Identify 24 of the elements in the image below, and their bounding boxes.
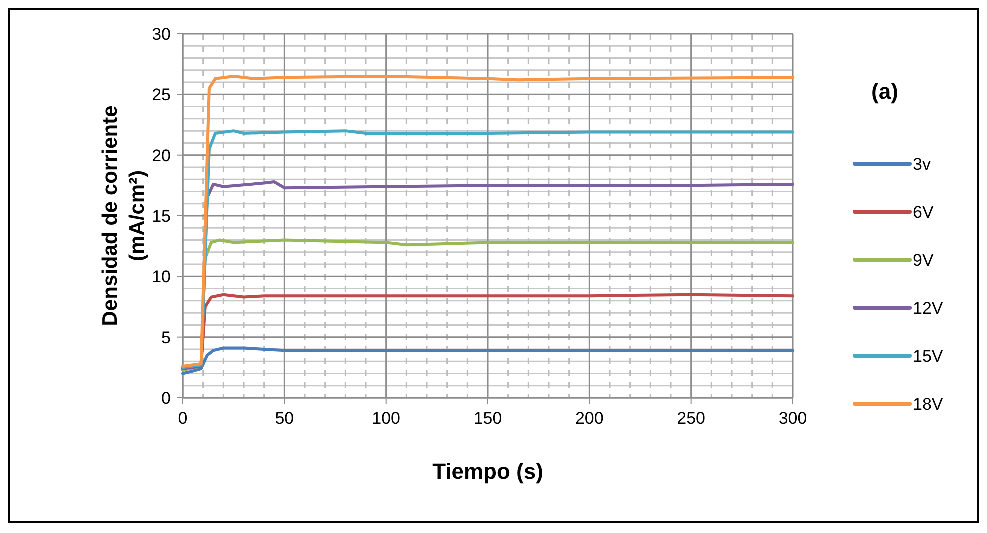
legend-label: 9V bbox=[913, 250, 934, 270]
y-tick-label: 15 bbox=[152, 206, 171, 226]
legend-label: 18V bbox=[913, 394, 944, 414]
x-tick-label: 250 bbox=[677, 409, 706, 428]
y-tick-label: 20 bbox=[152, 146, 171, 166]
x-tick-label: 100 bbox=[372, 409, 401, 428]
x-tick-label: 50 bbox=[275, 409, 294, 428]
y-tick-label: 10 bbox=[152, 268, 171, 287]
x-axis-title: Tiempo (s) bbox=[432, 459, 544, 484]
x-tick-label: 300 bbox=[778, 409, 808, 428]
y-axis-title: Densidad de corriente (mA/cm²) bbox=[99, 106, 149, 326]
x-tick-label: 200 bbox=[575, 409, 604, 428]
y-tick-label: 5 bbox=[162, 328, 171, 348]
legend-label: 12V bbox=[913, 298, 944, 318]
y-tick-label: 30 bbox=[152, 24, 171, 44]
line-series bbox=[182, 346, 794, 376]
text: (a) bbox=[872, 79, 898, 104]
legend-label: 3v bbox=[913, 154, 932, 174]
x-tick-label: 150 bbox=[474, 409, 502, 428]
y-tick-label: 0 bbox=[162, 388, 171, 408]
x-tick-label: 0 bbox=[178, 409, 188, 428]
legend-label: 6V bbox=[913, 202, 934, 222]
y-tick-label: 25 bbox=[152, 86, 171, 105]
legend-label: 15V bbox=[913, 346, 944, 366]
